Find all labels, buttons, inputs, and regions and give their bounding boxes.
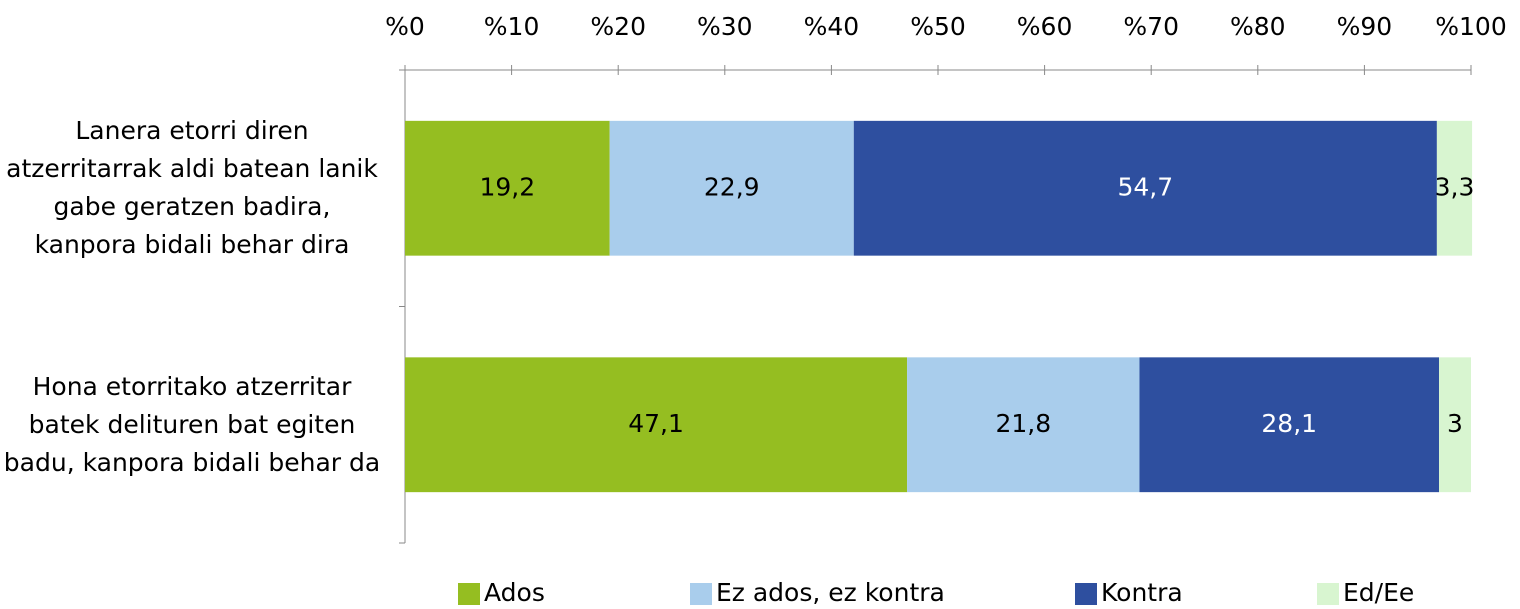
x-tick-label: %100 [1435,12,1506,41]
data-label: 3,3 [1435,172,1475,201]
bar-segment [1139,357,1440,493]
data-label: 47,1 [628,409,684,438]
bar-segment [1436,120,1473,256]
legend-label: Ed/Ee [1343,578,1414,607]
data-label: 21,8 [995,409,1051,438]
legend-swatch [458,583,480,605]
bar-segment [405,357,908,493]
bar-segment [405,120,610,256]
data-label: 3 [1447,409,1463,438]
bar-segment [907,357,1140,493]
data-label: 19,2 [480,172,536,201]
x-tick-label: %0 [385,12,425,41]
x-tick-label: %10 [484,12,540,41]
x-tick-label: %80 [1230,12,1286,41]
x-tick-label: %30 [697,12,753,41]
y-tick-label: Hona etorritako atzerritar batek delitur… [3,371,381,477]
bar-segment [1439,357,1471,493]
x-tick-label: %60 [1017,12,1073,41]
y-tick-label: Lanera etorri diren atzerritarrak aldi b… [6,116,378,260]
legend-swatch [690,583,712,605]
legend-label: Kontra [1101,578,1183,607]
x-tick-label: %50 [910,12,966,41]
bar-segment [853,120,1437,256]
legend-swatch [1317,583,1339,605]
legend-swatch [1075,583,1097,605]
legend-label: Ez ados, ez kontra [716,578,945,607]
bar-segment [609,120,854,256]
data-label: 22,9 [704,172,760,201]
x-tick-label: %70 [1123,12,1179,41]
x-tick-label: %20 [590,12,646,41]
x-tick-label: %90 [1337,12,1393,41]
legend-label: Ados [484,578,545,607]
data-label: 54,7 [1118,172,1174,201]
data-label: 28,1 [1261,409,1317,438]
x-tick-label: %40 [804,12,860,41]
